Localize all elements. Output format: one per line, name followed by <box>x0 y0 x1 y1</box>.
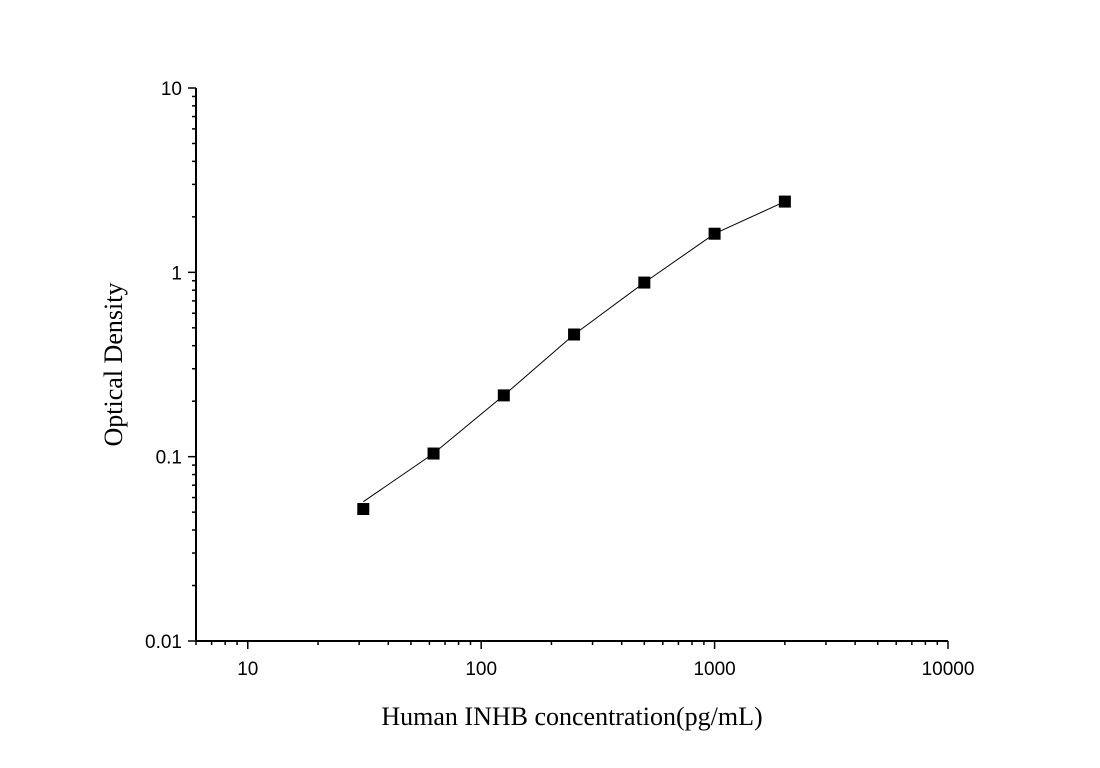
data-point <box>638 276 651 289</box>
data-point <box>568 328 581 341</box>
x-axis-title: Human INHB concentration(pg/mL) <box>381 702 762 731</box>
x-tick-label: 1000 <box>693 659 735 680</box>
data-point <box>427 447 440 460</box>
data-point <box>708 227 721 240</box>
data-point <box>778 195 791 208</box>
y-tick-label: 0.01 <box>145 632 182 653</box>
x-axis-ticks: 10 100 1000 10000 <box>195 641 975 680</box>
fit-curve-line <box>363 201 786 503</box>
y-tick-label: 0.1 <box>156 448 182 469</box>
plot-area <box>357 195 791 516</box>
y-tick-label: 10 <box>161 79 182 100</box>
data-markers <box>357 195 791 516</box>
y-tick-label: 1 <box>171 263 182 284</box>
y-axis-ticks: 0.01 0.1 1 10 <box>145 79 196 653</box>
x-tick-label: 100 <box>465 659 497 680</box>
y-axis-title: Optical Density <box>99 283 128 447</box>
x-tick-label: 10 <box>237 659 258 680</box>
data-point <box>357 503 370 516</box>
data-point <box>497 389 510 402</box>
x-tick-label: 10000 <box>922 659 975 680</box>
